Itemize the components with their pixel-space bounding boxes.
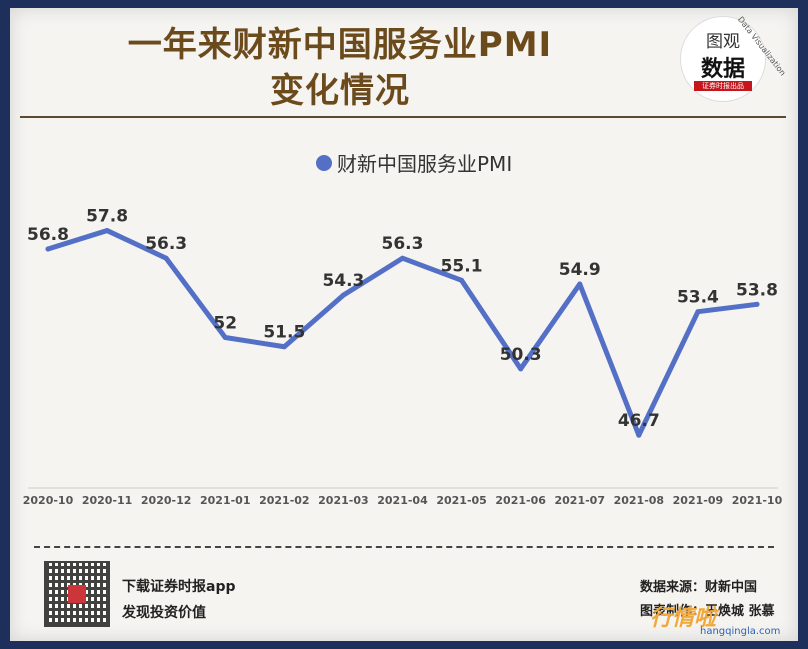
app-slogan-text: 发现投资价值 [122,605,206,621]
data-point [45,246,51,252]
data-point [577,281,583,287]
logo-text-top: 图观 [706,32,740,52]
title-line-1: 一年来财新中国服务业PMI [127,25,553,65]
data-point [340,292,346,298]
data-point [636,432,642,438]
x-tick-label: 2021-06 [495,494,546,507]
data-point [222,335,228,340]
x-tick-label: 2021-08 [614,494,665,507]
logo-text-main: 数据 [700,57,745,82]
legend-dot-icon [316,154,332,171]
x-tick-label: 2021-05 [436,494,487,507]
data-label: 52 [213,314,237,334]
chart-legend: 财新中国服务业PMI [316,148,512,177]
data-point [459,277,465,283]
data-point [104,228,110,234]
data-label: 56.8 [27,225,69,245]
data-source-text: 数据来源：财新中国 [640,580,758,595]
series-line [45,228,760,438]
brand-logo: 图观 数据 证券时报出品 Data Visualization [680,15,787,102]
data-label: 53.8 [736,280,778,300]
qr-code-icon [44,561,110,627]
x-tick-label: 2020-11 [82,494,133,507]
data-label: 46.7 [618,411,660,431]
data-point [163,255,169,261]
chart-maker-text: 图表制作：王焕城 张慕 [640,604,775,619]
chart-title: 一年来财新中国服务业PMI 变化情况 [60,22,620,114]
x-tick-label: 2021-01 [200,494,251,507]
data-label: 50.3 [500,345,542,365]
data-label: 53.4 [677,288,719,308]
app-download-text: 下载证券时报app [122,579,236,595]
legend-label: 财新中国服务业PMI [337,152,513,176]
chart-card [10,8,798,641]
title-line-2: 变化情况 [270,71,410,111]
dashed-divider [34,546,774,548]
x-tick-label: 2021-02 [259,494,310,507]
watermark-logo: 行情啦 [650,606,717,631]
data-point [754,301,760,307]
x-tick-label: 2021-09 [673,494,724,507]
data-point [281,344,287,350]
title-divider [20,116,786,118]
data-label: 56.3 [382,234,424,254]
data-point [518,366,524,372]
data-label: 54.9 [559,260,601,280]
watermark-url: hangqingla.com [700,626,781,637]
data-label: 56.3 [145,234,187,254]
x-tick-label: 2021-03 [318,494,369,507]
data-label: 51.5 [263,323,305,343]
x-tick-label: 2020-12 [141,494,192,507]
x-tick-label: 2021-07 [555,494,606,507]
logo-badge: 证券时报出品 [694,81,752,91]
data-point [400,255,405,261]
data-point [695,309,701,315]
data-label: 57.8 [86,207,128,227]
data-label: 54.3 [322,271,364,291]
x-tick-label: 2020-10 [23,494,74,507]
data-label: 55.1 [441,256,483,276]
x-tick-label: 2021-04 [377,494,428,507]
x-tick-label: 2021-10 [732,494,783,507]
